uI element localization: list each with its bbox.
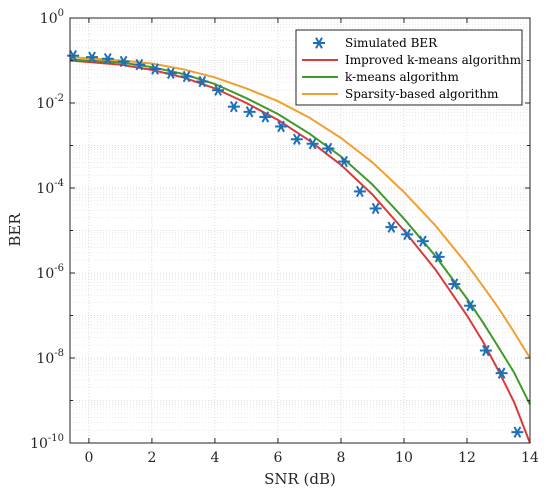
- y-axis-title: BER: [6, 213, 24, 247]
- asterisk-stroke: [214, 84, 222, 96]
- legend-label: Simulated BER: [345, 36, 438, 50]
- data-point-asterisk: [86, 51, 99, 63]
- asterisk-stroke: [119, 55, 128, 68]
- data-point-asterisk: [432, 251, 445, 263]
- data-point-asterisk: [416, 235, 429, 247]
- data-point-asterisk: [338, 155, 351, 168]
- legend-label: Sparsity-based algorithm: [345, 87, 499, 101]
- x-tick-label: 0: [84, 450, 93, 466]
- asterisk-stroke: [308, 138, 317, 150]
- series-line: [69, 56, 531, 359]
- major-grid: [70, 18, 530, 443]
- data-point-asterisk: [164, 67, 177, 79]
- data-point-asterisk: [306, 138, 319, 150]
- data-point-asterisk: [243, 106, 256, 118]
- data-point-asterisk: [401, 228, 414, 241]
- asterisk-stroke: [182, 70, 191, 83]
- asterisk-stroke: [371, 202, 380, 215]
- legend-label: Improved k-means algorithm: [345, 53, 522, 67]
- asterisk-stroke: [482, 344, 490, 357]
- data-point-asterisk: [495, 367, 508, 379]
- data-point-asterisk: [385, 221, 398, 233]
- asterisk-stroke: [103, 53, 112, 65]
- x-axis-title: SNR (dB): [264, 470, 336, 488]
- asterisk-stroke: [245, 106, 254, 118]
- data-point-asterisk: [275, 120, 288, 133]
- x-tick-label: 4: [210, 450, 219, 466]
- x-tick-label: 14: [521, 450, 539, 466]
- asterisk-stroke: [419, 235, 427, 247]
- asterisk-stroke: [229, 100, 238, 113]
- data-point-asterisk: [313, 37, 325, 49]
- series-sparsity-based-algorithm: [69, 56, 531, 359]
- data-point-asterisk: [511, 426, 524, 438]
- data-point-asterisk: [259, 111, 272, 123]
- series-layer: [67, 49, 531, 444]
- y-tick-label: 10-8: [36, 348, 64, 367]
- data-point-asterisk: [227, 100, 240, 113]
- asterisk-stroke: [135, 58, 144, 71]
- y-tick-labels: 100 10-2 10-4 10-6 10-8 10-10: [30, 8, 64, 452]
- asterisk-stroke: [324, 142, 333, 155]
- asterisk-stroke: [387, 221, 396, 233]
- data-point-asterisk: [133, 58, 146, 71]
- x-tick-labels: 0 2 4 6 8 10 12 14: [84, 450, 539, 466]
- legend: Simulated BER Improved k-means algorithm k…: [295, 29, 523, 106]
- data-point-asterisk: [212, 84, 225, 96]
- data-point-asterisk: [180, 70, 193, 83]
- data-point-asterisk: [448, 278, 461, 290]
- asterisk-stroke: [403, 228, 411, 241]
- x-tick-label: 10: [395, 450, 413, 466]
- data-point-asterisk: [290, 133, 303, 145]
- data-point-asterisk: [464, 300, 477, 312]
- asterisk-stroke: [466, 300, 475, 312]
- asterisk-stroke: [434, 251, 443, 263]
- asterisk-stroke: [355, 185, 364, 198]
- asterisk-stroke: [261, 111, 270, 123]
- data-point-asterisk: [117, 55, 130, 68]
- y-tick-label: 10-2: [36, 93, 64, 112]
- data-point-asterisk: [67, 49, 80, 62]
- asterisk-stroke: [513, 426, 522, 438]
- asterisk-stroke: [166, 67, 175, 79]
- asterisk-stroke: [450, 278, 459, 290]
- asterisk-stroke: [151, 63, 159, 75]
- data-point-asterisk: [479, 344, 492, 357]
- data-point-asterisk: [353, 185, 366, 198]
- tick-marks: [70, 17, 531, 444]
- legend-box: [295, 29, 523, 106]
- legend-label: k-means algorithm: [345, 70, 459, 84]
- series-simulated-ber-markers: [67, 49, 524, 438]
- asterisk-stroke: [88, 51, 96, 63]
- asterisk-stroke: [340, 155, 348, 168]
- asterisk-stroke: [277, 120, 285, 133]
- asterisk-stroke: [497, 367, 506, 379]
- y-tick-label: 10-6: [36, 263, 64, 282]
- asterisk-stroke: [69, 49, 78, 62]
- y-tick-label: 10-10: [30, 433, 64, 452]
- asterisk-stroke: [198, 75, 207, 88]
- asterisk-stroke: [292, 133, 301, 145]
- data-point-asterisk: [369, 202, 382, 215]
- x-tick-label: 6: [273, 450, 282, 466]
- y-tick-label: 10-4: [36, 178, 64, 197]
- x-tick-label: 2: [147, 450, 156, 466]
- data-point-asterisk: [149, 63, 162, 75]
- y-tick-label: 100: [40, 8, 64, 27]
- data-point-asterisk: [322, 142, 335, 155]
- asterisk-stroke: [315, 37, 323, 49]
- data-point-asterisk: [101, 53, 114, 65]
- x-tick-label: 12: [458, 450, 476, 466]
- x-tick-label: 8: [336, 450, 345, 466]
- data-point-asterisk: [196, 75, 209, 88]
